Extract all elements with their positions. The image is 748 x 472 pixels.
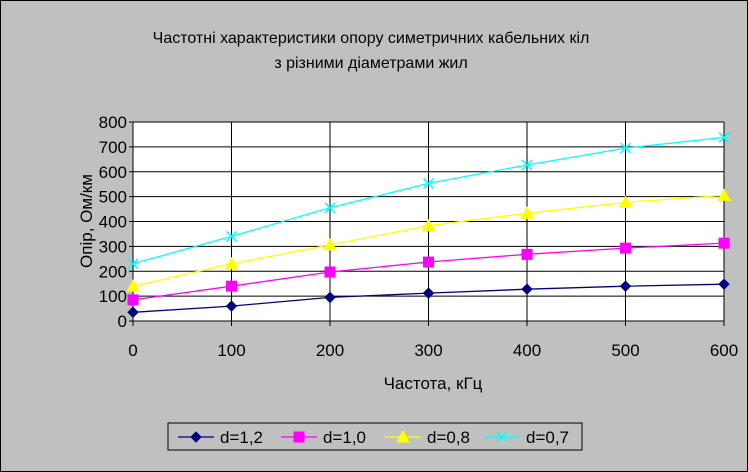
x-tick-label: 300 [414, 341, 442, 360]
data-point [324, 202, 336, 214]
x-tick-label: 0 [128, 341, 137, 360]
y-tick-label: 300 [99, 237, 127, 256]
data-point [422, 177, 435, 189]
legend-marker [190, 431, 202, 443]
x-tick-label: 600 [710, 341, 738, 360]
data-point [619, 280, 632, 292]
series-1 [127, 278, 730, 319]
legend-label: d=1,0 [323, 428, 366, 447]
y-axis-title: Опір, Ом/км [77, 174, 96, 268]
series-3 [126, 188, 731, 292]
data-point [520, 206, 534, 219]
chart-title: Частотні характеристики опору симетрични… [153, 30, 590, 47]
x-tick-labels: 0 100 200 300 400 500 600 [128, 341, 738, 360]
legend-box [167, 422, 583, 451]
data-point [718, 237, 730, 249]
x-tick-label: 400 [513, 341, 541, 360]
data-point [421, 218, 436, 232]
data-point [423, 256, 434, 268]
y-tick-label: 700 [99, 138, 127, 157]
data-point [521, 283, 533, 295]
data-point [619, 142, 632, 154]
y-tick-label: 0 [118, 312, 127, 331]
chart-subtitle: з різними діаметрами жил [274, 55, 467, 72]
y-tick-label: 500 [99, 188, 127, 207]
data-point [521, 248, 533, 260]
legend-label: d=0,7 [526, 428, 569, 447]
legend-item: d=1,2 [178, 428, 263, 447]
data-point [618, 195, 633, 208]
series-group [126, 131, 731, 319]
data-point [225, 230, 238, 242]
data-point [323, 237, 337, 251]
legend-marker [396, 429, 410, 443]
y-tick-labels: 0 100 200 300 400 500 600 700 800 [99, 113, 127, 331]
legend-item: d=0,7 [484, 428, 569, 447]
data-point [422, 287, 435, 299]
data-point [225, 300, 238, 312]
legend: d=1,2 d=1,0 d=0,8 d=0,7 [178, 428, 569, 447]
legend-label: d=0,8 [427, 428, 470, 447]
data-point [127, 294, 139, 306]
data-point [127, 258, 139, 270]
data-point [521, 159, 533, 171]
y-tick-label: 600 [99, 163, 127, 182]
legend-item: d=1,0 [281, 428, 366, 447]
data-point [127, 306, 139, 319]
x-tick-label: 500 [611, 341, 639, 360]
legend-marker [293, 431, 305, 443]
data-point [224, 256, 239, 270]
data-point [717, 188, 731, 201]
y-tick-label: 100 [99, 287, 127, 306]
legend-label: d=1,2 [220, 428, 263, 447]
y-tick-label: 200 [99, 262, 127, 281]
data-point [620, 242, 631, 254]
x-tick-label: 100 [217, 341, 245, 360]
series-2 [127, 237, 730, 306]
legend-item: d=0,8 [385, 428, 470, 447]
legend-marker [496, 431, 508, 443]
data-point [126, 279, 140, 292]
x-tick-label: 200 [316, 341, 344, 360]
y-tick-label: 800 [99, 113, 127, 132]
data-point [718, 278, 730, 290]
data-point [324, 291, 336, 304]
x-axis-title: Частота, кГц [384, 374, 483, 393]
y-tick-label: 400 [99, 213, 127, 232]
data-point [226, 280, 237, 292]
data-point [324, 266, 336, 278]
series-4 [127, 131, 730, 270]
data-point [718, 131, 730, 143]
